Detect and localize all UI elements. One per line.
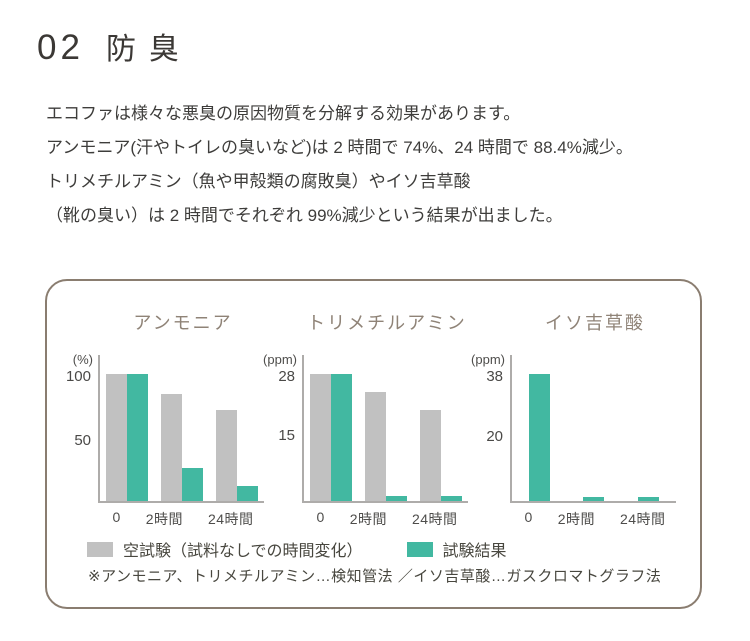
gray-bar — [419, 410, 441, 501]
bar-group — [364, 392, 407, 501]
x-tick-label: 2時間 — [557, 511, 595, 527]
plot-area — [98, 355, 264, 503]
y-axis-labels: (ppm) 38 20 — [468, 352, 510, 503]
x-tick-label: 24時間 — [411, 511, 458, 527]
green-bar — [638, 497, 660, 501]
section-title: 防臭 — [105, 33, 192, 66]
bar-group — [419, 410, 462, 501]
chart-legend: 空試験（試料なしでの時間変化） 試験結果 — [87, 537, 507, 561]
chart-title: アンモニア — [133, 313, 233, 333]
bar-group — [106, 374, 149, 501]
x-tick-label: 0 — [524, 509, 533, 525]
x-tick-label: 2時間 — [349, 511, 387, 527]
green-bar — [236, 486, 258, 501]
green-bar — [127, 374, 149, 501]
x-axis-labels: 0 2時間 24時間 — [304, 509, 470, 529]
y-axis-unit: (%) — [72, 352, 93, 367]
description-paragraph: エコファは様々な悪臭の原因物質を分解する効果があります。 アンモニア(汗やトイレ… — [46, 97, 633, 233]
paragraph-line: エコファは様々な悪臭の原因物質を分解する効果があります。 — [46, 104, 521, 123]
legend-item-blank-test: 空試験（試料なしでの時間変化） — [87, 537, 363, 561]
legend-item-test-result: 試験結果 — [406, 537, 507, 561]
x-axis-labels: 0 2時間 24時間 — [512, 509, 678, 529]
gray-swatch-icon — [87, 541, 113, 557]
green-bar — [385, 496, 407, 501]
charts-card: アンモニア (%) 100 50 0 2時間 24時間 トリメチルアミン (ppm) … — [45, 279, 702, 609]
chart-canvas: (ppm) 38 20 — [468, 352, 680, 503]
y-axis-unit: (ppm) — [471, 352, 505, 367]
x-tick-label: 0 — [316, 509, 325, 525]
x-tick-label: 0 — [112, 509, 121, 525]
gray-bar — [160, 394, 182, 501]
x-tick-label: 24時間 — [207, 511, 254, 527]
y-axis-labels: (ppm) 28 15 — [260, 352, 302, 503]
bar-group — [215, 409, 258, 501]
legend-label: 試験結果 — [442, 543, 507, 560]
plot-area — [510, 355, 676, 503]
bar-group — [638, 497, 660, 501]
plot-area — [302, 355, 468, 503]
x-axis-labels: 0 2時間 24時間 — [100, 509, 266, 529]
green-bar — [528, 374, 550, 501]
y-tick-label: 38 — [486, 368, 503, 385]
gray-bar — [215, 409, 237, 501]
green-bar — [331, 374, 353, 501]
paragraph-line: トリメチルアミン（魚や甲殻類の腐敗臭）やイソ吉草酸 — [46, 172, 471, 191]
green-bar — [583, 497, 605, 501]
y-tick-label: 20 — [486, 428, 503, 446]
chart-title: トリメチルアミン — [307, 313, 467, 333]
y-tick-label: 50 — [74, 431, 91, 449]
legend-label: 空試験（試料なしでの時間変化） — [123, 543, 363, 560]
bar-group — [160, 394, 203, 501]
chart-canvas: (%) 100 50 — [56, 352, 268, 503]
paragraph-line: （靴の臭い）は 2 時間でそれぞれ 99%減少という結果が出ました。 — [46, 206, 563, 225]
bar-group — [583, 497, 605, 501]
gray-bar — [364, 392, 386, 501]
y-tick-label: 100 — [65, 368, 91, 385]
paragraph-line: アンモニア(汗やトイレの臭いなど)は 2 時間で 74%、24 時間で 88.4… — [46, 138, 633, 157]
y-tick-label: 15 — [278, 426, 295, 444]
section-heading: 02 防臭 — [37, 24, 192, 68]
y-axis-unit: (ppm) — [263, 352, 297, 367]
green-bar — [181, 467, 203, 501]
bar-group — [528, 374, 550, 501]
y-tick-label: 28 — [278, 368, 295, 385]
green-swatch-icon — [406, 541, 433, 557]
gray-bar — [106, 374, 128, 501]
chart-trimethylamine: トリメチルアミン (ppm) 28 15 0 2時間 24時間 — [260, 309, 472, 529]
green-bar — [440, 496, 462, 501]
chart-canvas: (ppm) 28 15 — [260, 352, 472, 503]
chart-title: イソ吉草酸 — [545, 313, 645, 333]
chart-isovaleric-acid: イソ吉草酸 (ppm) 38 20 0 2時間 24時間 — [468, 309, 680, 529]
x-tick-label: 2時間 — [145, 511, 183, 527]
method-footnote: ※アンモニア、トリメチルアミン…検知管法 ／イソ吉草酸…ガスクロマトグラフ法 — [88, 568, 662, 585]
x-tick-label: 24時間 — [619, 511, 666, 527]
chart-ammonia: アンモニア (%) 100 50 0 2時間 24時間 — [56, 309, 268, 529]
gray-bar — [310, 374, 332, 501]
section-number: 02 — [37, 28, 84, 67]
y-axis-labels: (%) 100 50 — [56, 352, 98, 503]
bar-group — [310, 374, 353, 501]
